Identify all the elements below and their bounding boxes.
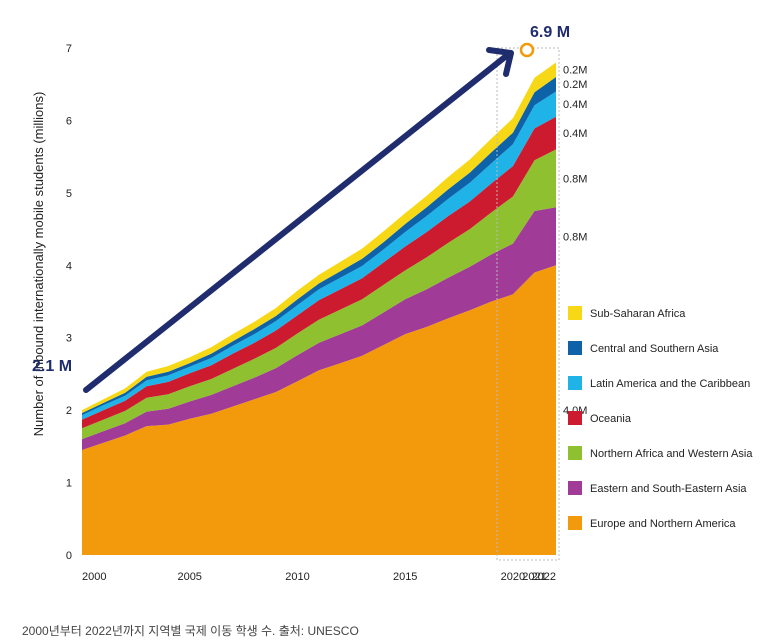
y-tick-label: 2 bbox=[66, 405, 72, 417]
area-1 bbox=[82, 207, 556, 450]
peak-marker bbox=[519, 42, 535, 58]
segment-label: 0.2M bbox=[563, 65, 587, 77]
y-tick-label: 5 bbox=[66, 188, 72, 200]
y-tick-label: 6 bbox=[66, 115, 72, 127]
end-annotation: 6.9 M bbox=[530, 24, 570, 41]
y-tick-label: 1 bbox=[66, 478, 72, 490]
y-axis-ticks: 0 1 2 3 4 5 6 7 bbox=[66, 43, 72, 562]
segment-label: 0.4M bbox=[563, 128, 587, 140]
y-tick-label: 7 bbox=[66, 43, 72, 55]
legend-label: Northern Africa and Western Asia bbox=[590, 448, 753, 460]
segment-label: 0.8M bbox=[563, 173, 587, 185]
area-2 bbox=[82, 149, 556, 440]
x-tick-label: 2022 bbox=[532, 571, 556, 583]
legend: Sub-Saharan Africa Central and Southern A… bbox=[568, 306, 753, 530]
caption: 2000년부터 2022년까지 지역별 국제 이동 학생 수. 출처: UNES… bbox=[22, 624, 359, 638]
x-tick-label: 2015 bbox=[393, 571, 417, 583]
legend-swatch bbox=[568, 306, 582, 320]
legend-swatch bbox=[568, 411, 582, 425]
legend-swatch bbox=[568, 516, 582, 530]
segment-labels: 4.0M0.8M0.8M0.4M0.4M0.2M0.2M bbox=[563, 65, 587, 417]
legend-swatch bbox=[568, 446, 582, 460]
x-tick-label: 2010 bbox=[285, 571, 309, 583]
x-tick-label: 2020 bbox=[501, 571, 525, 583]
y-tick-label: 4 bbox=[66, 260, 72, 272]
legend-swatch bbox=[568, 376, 582, 390]
x-tick-label: 2021 bbox=[522, 571, 546, 583]
y-axis-label: Number of inbound internationally mobile… bbox=[31, 92, 46, 437]
legend-label: Central and Southern Asia bbox=[590, 343, 719, 355]
legend-label: Europe and Northern America bbox=[590, 518, 736, 530]
growth-arrow bbox=[83, 47, 514, 393]
legend-label: Sub-Saharan Africa bbox=[590, 308, 686, 320]
legend-label: Eastern and South-Eastern Asia bbox=[590, 483, 747, 495]
y-tick-label: 3 bbox=[66, 333, 72, 345]
legend-label: Latin America and the Caribbean bbox=[590, 378, 750, 390]
x-tick-label: 2000 bbox=[82, 571, 106, 583]
x-tick-label: 2005 bbox=[177, 571, 201, 583]
segment-label: 0.2M bbox=[563, 79, 587, 91]
area-0 bbox=[82, 265, 556, 555]
segment-label: 0.8M bbox=[563, 231, 587, 243]
highlight-box bbox=[496, 47, 560, 561]
start-annotation: 2.1 M bbox=[32, 358, 72, 375]
legend-swatch bbox=[568, 341, 582, 355]
legend-label: Oceania bbox=[590, 413, 632, 425]
legend-swatch bbox=[568, 481, 582, 495]
segment-label: 0.4M bbox=[563, 99, 587, 111]
y-tick-label: 0 bbox=[66, 550, 72, 562]
stacked-areas bbox=[82, 62, 556, 555]
